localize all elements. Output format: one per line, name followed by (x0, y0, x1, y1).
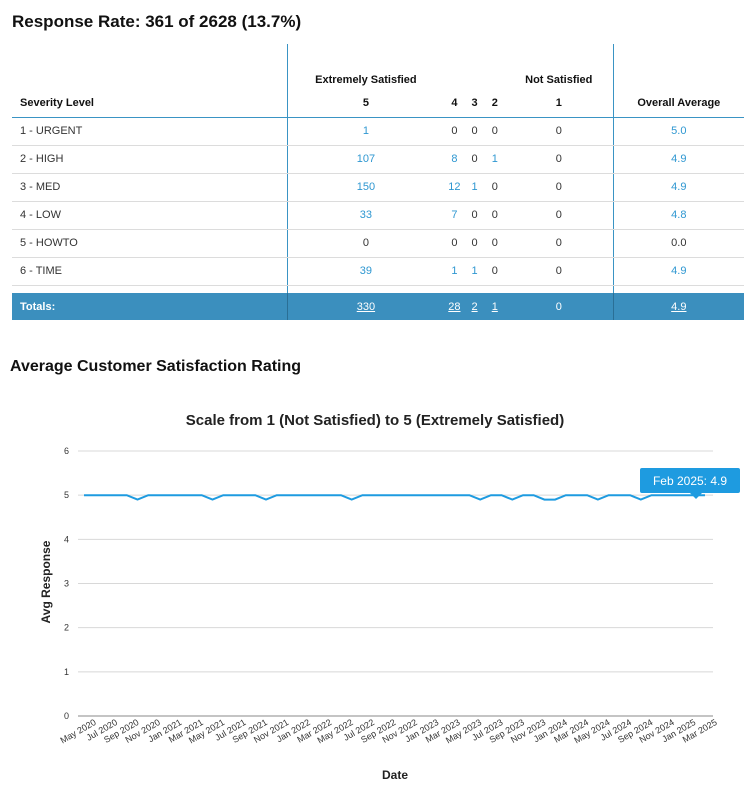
y-tick-label: 3 (64, 579, 69, 589)
totals-row: Totals: 330 28 2 1 0 4.9 (12, 293, 744, 320)
row-average: 0.0 (612, 229, 744, 258)
y-axis-label: Avg Response (39, 540, 53, 623)
row-average[interactable]: 4.9 (612, 257, 744, 286)
score-cell: 0 (464, 117, 485, 146)
y-tick-label: 0 (64, 711, 69, 721)
y-tick-label: 5 (64, 490, 69, 500)
severity-label: 6 - TIME (12, 257, 287, 286)
satisfaction-table: Severity Level Extremely Satisfied 5 4 3 … (12, 44, 744, 320)
table-row: 1 - URGENT 1 0 0 0 0 5.0 (12, 117, 744, 146)
score-cell: 0 (464, 201, 485, 230)
score-cell[interactable]: 1 (464, 173, 485, 202)
score-cell: 0 (444, 229, 465, 258)
score-cell[interactable]: 1 (286, 117, 445, 146)
score-cell: 0 (464, 145, 485, 174)
score-cell: 0 (504, 117, 614, 146)
score-cell: 0 (504, 257, 614, 286)
score-cell: 0 (504, 145, 614, 174)
score-cell: 0 (484, 117, 505, 146)
score-4-header: 4 (444, 44, 465, 118)
score-cell: 0 (504, 201, 614, 230)
score-cell[interactable]: 7 (444, 201, 465, 230)
score-cell[interactable]: 150 (286, 173, 445, 202)
score-cell[interactable]: 8 (444, 145, 465, 174)
score-cell[interactable]: 12 (444, 173, 465, 202)
score-cell[interactable]: 1 (444, 257, 465, 286)
score-cell: 0 (504, 173, 614, 202)
total-cell: 0 (504, 293, 614, 320)
response-rate-title: Response Rate: 361 of 2628 (13.7%) (12, 12, 302, 31)
score-cell: 0 (444, 117, 465, 146)
table-row: 5 - HOWTO 0 0 0 0 0 0.0 (12, 229, 744, 258)
score-cell[interactable]: 107 (286, 145, 445, 174)
severity-label: 5 - HOWTO (12, 229, 287, 258)
score-cell[interactable]: 1 (484, 145, 505, 174)
score-2-header: 2 (484, 44, 505, 118)
score-3-header: 3 (464, 44, 485, 118)
row-average[interactable]: 4.9 (612, 145, 744, 174)
chart-section-heading: Average Customer Satisfaction Rating (10, 358, 302, 375)
chart-title: Scale from 1 (Not Satisfied) to 5 (Extre… (186, 412, 564, 429)
score-5-header: Extremely Satisfied 5 (286, 44, 445, 118)
tooltip-text: Feb 2025: 4.9 (653, 474, 727, 488)
total-average[interactable]: 4.9 (612, 293, 744, 320)
score-cell[interactable]: 39 (286, 257, 445, 286)
table-header-row: Severity Level Extremely Satisfied 5 4 3 … (12, 44, 744, 118)
totals-label: Totals: (12, 293, 287, 320)
score-cell: 0 (484, 257, 505, 286)
table-row: 3 - MED 150 12 1 0 0 4.9 (12, 173, 744, 202)
score-cell[interactable]: 1 (464, 257, 485, 286)
extremely-satisfied-label: Extremely Satisfied (315, 73, 417, 86)
not-satisfied-label: Not Satisfied (525, 73, 593, 86)
row-average[interactable]: 4.8 (612, 201, 744, 230)
table-row: 2 - HIGH 107 8 0 1 0 4.9 (12, 145, 744, 174)
total-cell[interactable]: 2 (464, 293, 485, 320)
y-tick-label: 4 (64, 534, 69, 544)
score-cell: 0 (484, 201, 505, 230)
score-cell[interactable]: 33 (286, 201, 445, 230)
severity-label: 3 - MED (12, 173, 287, 202)
x-axis-label: Date (382, 768, 408, 782)
score-1-header: Not Satisfied 1 (504, 44, 614, 118)
total-cell[interactable]: 1 (484, 293, 505, 320)
severity-label: 4 - LOW (12, 201, 287, 230)
severity-label: 2 - HIGH (12, 145, 287, 174)
score-cell: 0 (484, 229, 505, 258)
data-tooltip: Feb 2025: 4.9 (640, 468, 740, 499)
table-spacer (12, 285, 744, 293)
row-average[interactable]: 4.9 (612, 173, 744, 202)
satisfaction-line-chart: Scale from 1 (Not Satisfied) to 5 (Extre… (39, 412, 740, 782)
row-average[interactable]: 5.0 (612, 117, 744, 146)
y-tick-label: 1 (64, 667, 69, 677)
score-cell: 0 (286, 229, 445, 258)
severity-label: 1 - URGENT (12, 117, 287, 146)
score-cell: 0 (484, 173, 505, 202)
score-cell: 0 (504, 229, 614, 258)
y-tick-label: 2 (64, 623, 69, 633)
overall-average-header: Overall Average (612, 44, 744, 118)
series-line (84, 494, 705, 501)
table-row: 6 - TIME 39 1 1 0 0 4.9 (12, 257, 744, 286)
severity-level-header: Severity Level (12, 44, 287, 118)
table-row: 4 - LOW 33 7 0 0 0 4.8 (12, 201, 744, 230)
total-cell[interactable]: 330 (286, 293, 445, 320)
score-cell: 0 (464, 229, 485, 258)
y-tick-label: 6 (64, 446, 69, 456)
total-cell[interactable]: 28 (444, 293, 465, 320)
